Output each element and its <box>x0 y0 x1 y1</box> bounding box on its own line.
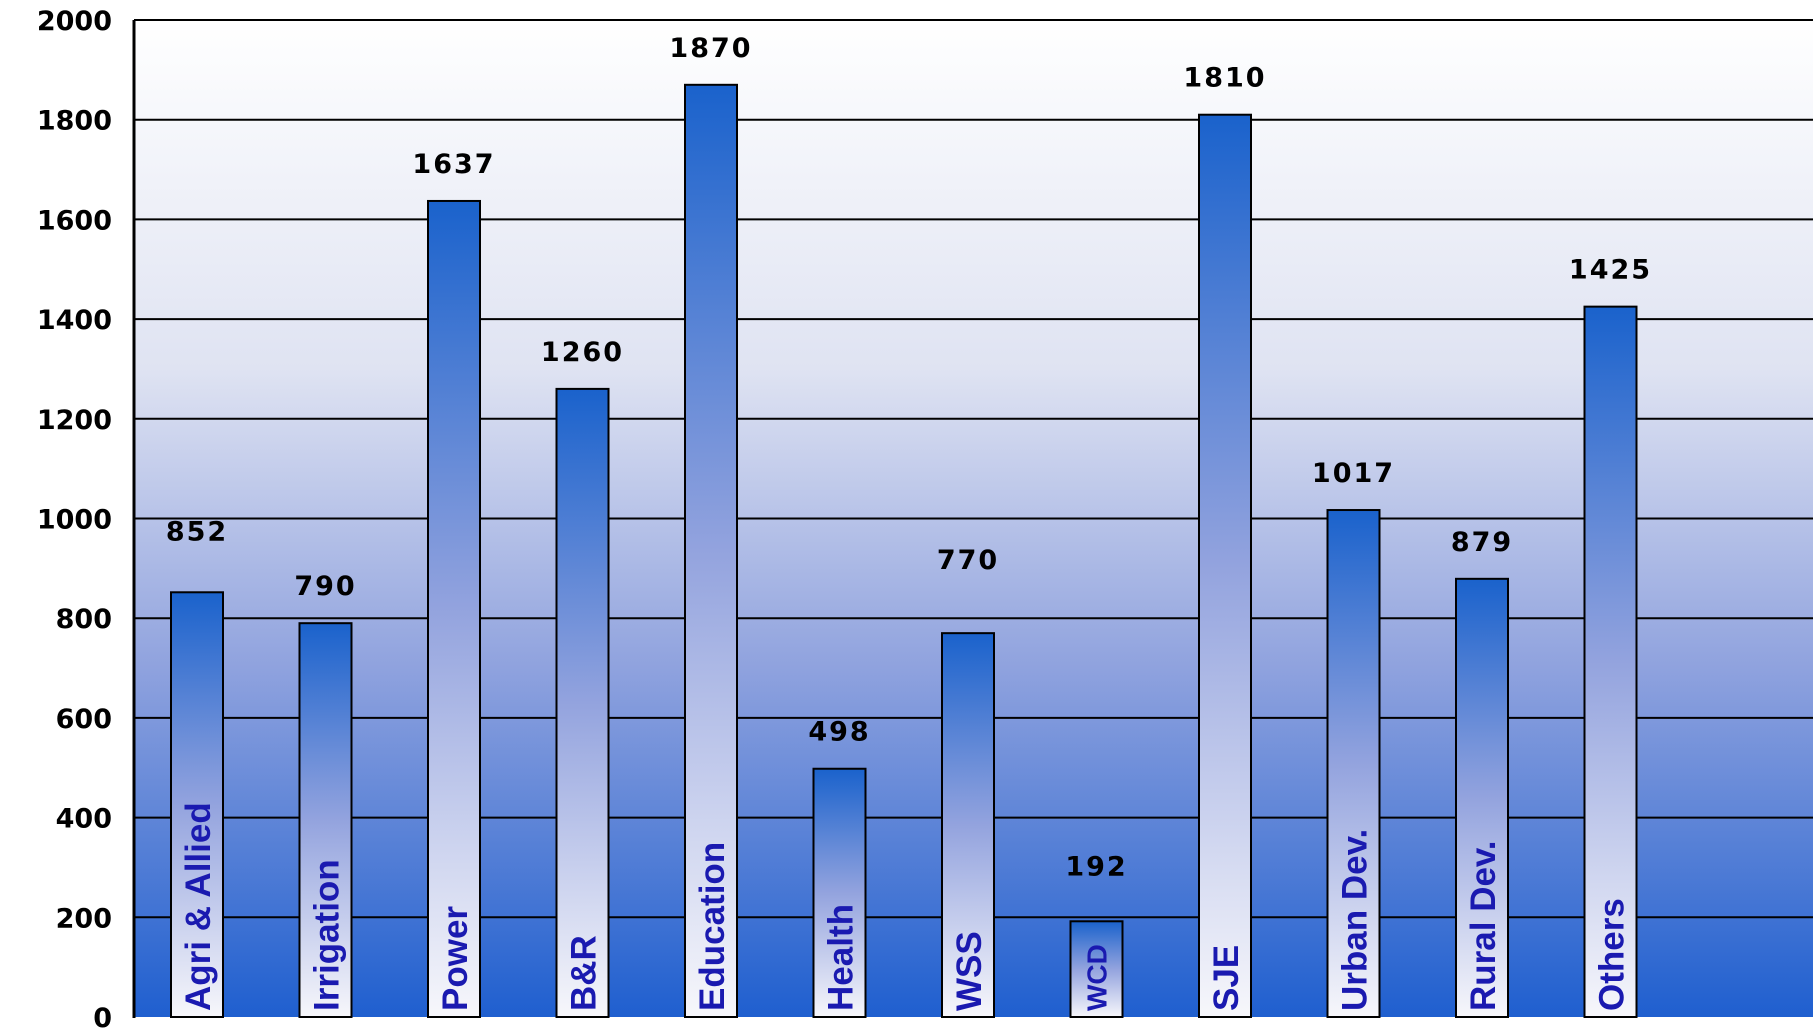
bar-group: 852 Agri & Allied <box>166 516 228 1018</box>
y-tick-label: 200 <box>56 903 112 934</box>
category-label: WCD <box>1082 944 1113 1011</box>
category-label: Health <box>822 904 861 1011</box>
bar <box>170 591 224 1018</box>
data-label: 770 <box>937 545 999 576</box>
data-label: 1017 <box>1312 458 1395 489</box>
bar-group: 498 Health <box>808 717 870 1019</box>
data-label: 1425 <box>1569 255 1652 286</box>
category-label: Urban Dev. <box>1336 829 1375 1011</box>
bar <box>298 622 353 1018</box>
bar-group: 1260 B&R <box>541 337 624 1018</box>
data-label: 1260 <box>541 337 624 368</box>
category-label: Education <box>693 842 732 1011</box>
category-label: SJE <box>1207 945 1246 1011</box>
y-tick-label: 1800 <box>37 106 112 137</box>
bar-group: 790 Irrigation <box>294 571 356 1018</box>
bar <box>1326 509 1381 1018</box>
bar-group: 1810 SJE <box>1183 63 1266 1018</box>
bar-group: 1017 Urban Dev. <box>1312 458 1395 1018</box>
bar-group: 1870 Education <box>669 33 752 1019</box>
category-label: Rural Dev. <box>1464 840 1503 1011</box>
bar <box>684 83 738 1019</box>
y-tick-label: 1000 <box>37 505 112 536</box>
data-label: 192 <box>1065 851 1127 882</box>
data-label: 790 <box>294 571 356 602</box>
bar <box>941 632 995 1019</box>
bars: 852 Agri & Allied 790 Irrigation 1637 Power 12… <box>166 33 1652 1019</box>
data-label: 1810 <box>1183 63 1266 94</box>
bar-group: 879 Rural Dev. <box>1451 527 1513 1018</box>
category-label: B&R <box>565 935 604 1011</box>
bar <box>1455 577 1509 1018</box>
category-label: Power <box>436 906 475 1011</box>
category-label: WSS <box>950 931 989 1011</box>
data-label: 879 <box>1451 527 1513 558</box>
bar-group: 1425 Others <box>1569 255 1652 1018</box>
bar <box>1583 305 1638 1018</box>
data-label: 498 <box>808 717 870 748</box>
bar <box>427 199 481 1018</box>
bar <box>1069 920 1124 1019</box>
bar <box>1198 113 1252 1018</box>
bar <box>555 387 610 1018</box>
data-label: 852 <box>166 516 228 547</box>
y-tick-label: 1600 <box>37 205 112 236</box>
bar-group: 192 WCD <box>1065 851 1127 1019</box>
data-label: 1637 <box>412 149 495 180</box>
bar-group: 1637 Power <box>412 149 495 1018</box>
bar-group: 770 WSS <box>937 545 999 1019</box>
category-label: Irrigation <box>308 859 347 1011</box>
y-tick-label: 1200 <box>37 405 112 436</box>
y-tick-label: 2000 <box>37 6 112 37</box>
y-axis-ticks: 0 200 400 600 800 1000 1200 1400 1600 1800 2000 <box>37 6 112 1028</box>
y-tick-label: 800 <box>56 604 112 635</box>
category-label: Agri & Allied <box>179 802 218 1011</box>
y-tick-label: 400 <box>56 804 112 835</box>
category-label: Others <box>1593 898 1632 1011</box>
y-tick-label: 0 <box>93 1003 112 1028</box>
y-tick-label: 600 <box>56 704 112 735</box>
y-tick-label: 1400 <box>37 305 112 336</box>
bar <box>812 767 867 1019</box>
data-label: 1870 <box>669 33 752 64</box>
